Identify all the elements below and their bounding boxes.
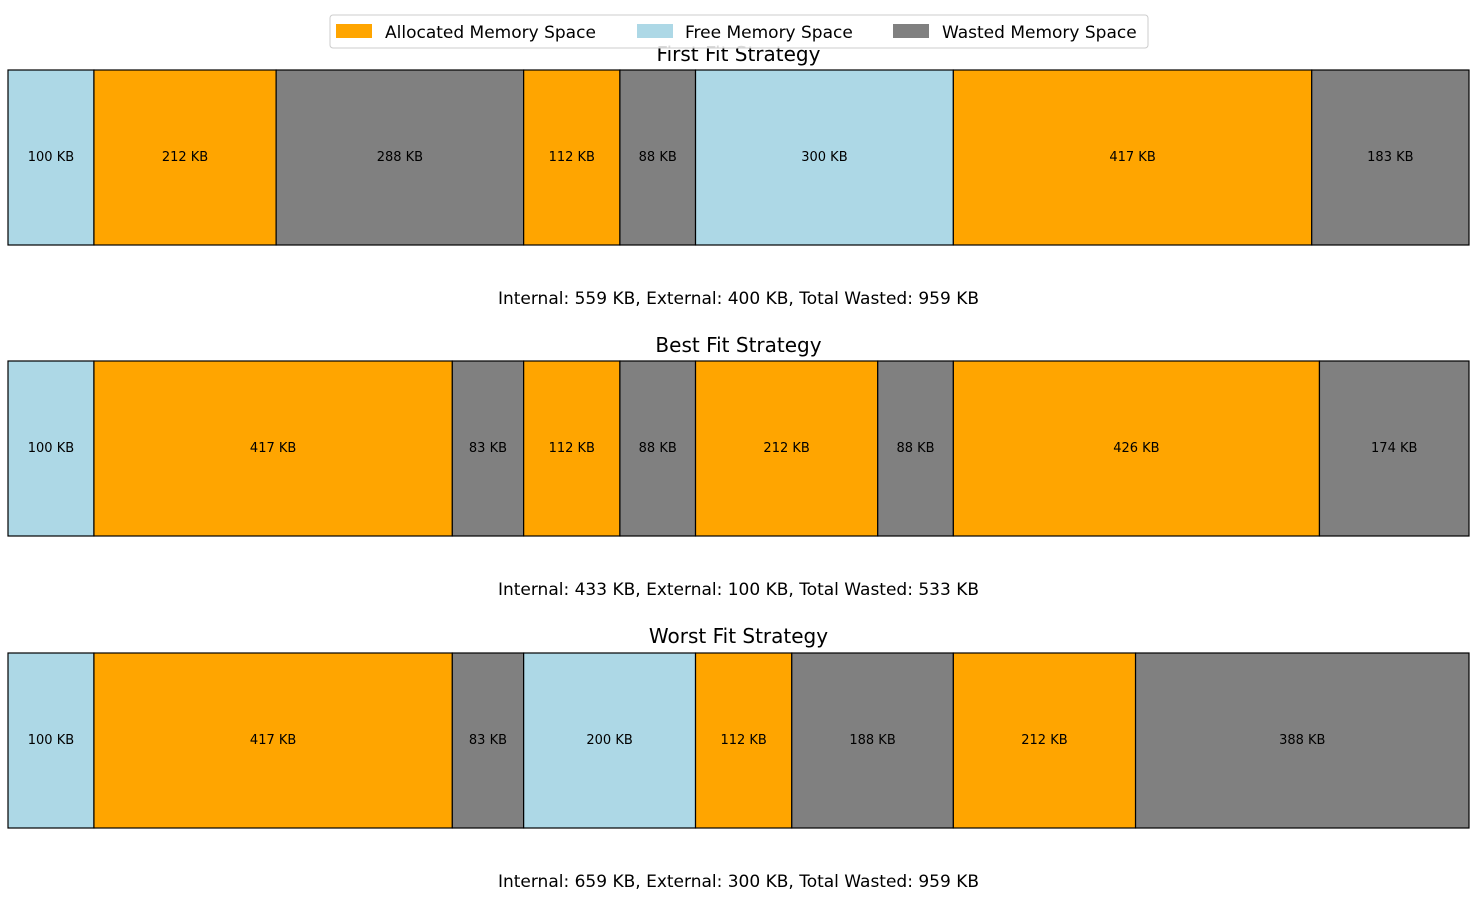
memory-segment-bar xyxy=(1134,652,1470,829)
memory-segment-label: 112 KB xyxy=(549,441,595,456)
memory-segment-label: 174 KB xyxy=(1371,441,1417,456)
panels: 100 KB 212 KB 288 KB 112 KB 88 KB 300 KB 417 K… xyxy=(7,42,1470,892)
memory-segment-label: 100 KB xyxy=(28,150,74,165)
memory-segment-label: 88 KB xyxy=(896,441,934,456)
legend-swatch-free xyxy=(637,24,673,38)
memory-segment-bar xyxy=(451,360,525,537)
memory-segment-bar xyxy=(7,652,95,829)
memory-segment-label: 388 KB xyxy=(1279,733,1325,748)
legend-label-wasted: Wasted Memory Space xyxy=(942,23,1137,43)
memory-segment-bar xyxy=(952,652,1137,829)
memory-segment-label: 83 KB xyxy=(469,441,507,456)
strategy-title: Best Fit Strategy xyxy=(655,333,821,357)
memory-segment-bar xyxy=(694,69,954,246)
legend-frame xyxy=(329,14,1149,49)
strategy-panel: 100 KB 417 KB 83 KB 200 KB 112 KB 188 KB 212 K… xyxy=(7,624,1470,892)
memory-segment-label: 212 KB xyxy=(763,441,809,456)
memory-segment-bar xyxy=(93,652,453,829)
fragmentation-summary: Internal: 659 KB, External: 300 KB, Tota… xyxy=(498,872,979,892)
memory-segment-label: 88 KB xyxy=(639,441,677,456)
memory-segment-label: 83 KB xyxy=(469,733,507,748)
memory-segment-label: 100 KB xyxy=(28,733,74,748)
memory-segment-label: 100 KB xyxy=(28,441,74,456)
memory-segment-label: 183 KB xyxy=(1367,150,1413,165)
memory-segment-label: 112 KB xyxy=(720,733,766,748)
memory-segment-label: 417 KB xyxy=(250,441,296,456)
memory-segment-bar xyxy=(275,69,525,246)
memory-segment-bar xyxy=(7,69,95,246)
memory-segment-bar xyxy=(523,360,621,537)
legend-label-allocated: Allocated Memory Space xyxy=(385,23,596,43)
memory-segment-bar xyxy=(952,360,1321,537)
memory-segment-label: 212 KB xyxy=(162,150,208,165)
fragmentation-summary: Internal: 433 KB, External: 100 KB, Tota… xyxy=(498,580,979,600)
legend: Allocated Memory Space Free Memory Space… xyxy=(329,14,1149,49)
memory-segment-bar xyxy=(93,69,277,246)
memory-segment-bar xyxy=(1318,360,1470,537)
memory-segment-bar xyxy=(523,652,697,829)
memory-segment-bar xyxy=(523,69,621,246)
memory-segment-bar xyxy=(93,360,453,537)
strategy-title: Worst Fit Strategy xyxy=(649,624,828,648)
legend-swatch-wasted xyxy=(893,24,929,38)
memory-segment-label: 300 KB xyxy=(801,150,847,165)
memory-segment-bar xyxy=(694,652,793,829)
memory-segment-bar xyxy=(619,360,697,537)
legend-swatch-allocated xyxy=(336,24,372,38)
memory-segment-label: 288 KB xyxy=(377,150,423,165)
memory-segment-label: 212 KB xyxy=(1021,733,1067,748)
memory-segment-bar xyxy=(877,360,954,537)
memory-segment-label: 200 KB xyxy=(586,733,632,748)
memory-segment-bar xyxy=(952,69,1313,246)
memory-segment-label: 112 KB xyxy=(549,150,595,165)
memory-segment-bar xyxy=(791,652,954,829)
memory-segment-bar xyxy=(7,360,95,537)
strategy-panel: 100 KB 212 KB 288 KB 112 KB 88 KB 300 KB 417 K… xyxy=(7,42,1470,309)
memory-segment-bar xyxy=(694,360,879,537)
memory-segment-label: 417 KB xyxy=(1109,150,1155,165)
memory-segment-label: 426 KB xyxy=(1113,441,1159,456)
memory-segment-bar xyxy=(451,652,525,829)
memory-segment-label: 188 KB xyxy=(849,733,895,748)
memory-segment-bar xyxy=(1311,69,1470,246)
legend-label-free: Free Memory Space xyxy=(685,23,853,43)
fragmentation-summary: Internal: 559 KB, External: 400 KB, Tota… xyxy=(498,289,979,309)
memory-segment-bar xyxy=(619,69,697,246)
memory-segment-label: 88 KB xyxy=(639,150,677,165)
strategy-panel: 100 KB 417 KB 83 KB 112 KB 88 KB 212 KB 88 KB 4… xyxy=(7,333,1470,600)
memory-segment-label: 417 KB xyxy=(250,733,296,748)
